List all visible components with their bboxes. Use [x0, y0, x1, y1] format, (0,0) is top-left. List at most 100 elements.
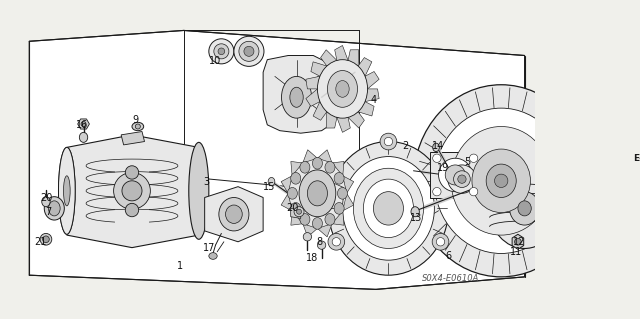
Ellipse shape	[43, 236, 49, 243]
Text: 13: 13	[410, 213, 422, 223]
Ellipse shape	[380, 133, 397, 150]
Text: 20: 20	[40, 192, 52, 203]
Text: 1: 1	[177, 261, 184, 271]
Ellipse shape	[218, 48, 225, 55]
Polygon shape	[303, 150, 317, 163]
Polygon shape	[317, 150, 332, 163]
Polygon shape	[291, 208, 301, 219]
Text: 21: 21	[34, 237, 46, 247]
Polygon shape	[263, 56, 341, 133]
Ellipse shape	[413, 85, 589, 277]
Text: 12: 12	[513, 237, 526, 247]
Ellipse shape	[328, 234, 345, 250]
Ellipse shape	[518, 201, 531, 216]
Ellipse shape	[125, 203, 139, 217]
Polygon shape	[343, 193, 354, 211]
Ellipse shape	[42, 197, 50, 207]
Ellipse shape	[364, 179, 413, 238]
Ellipse shape	[334, 173, 344, 184]
Polygon shape	[343, 176, 354, 193]
Ellipse shape	[438, 158, 472, 192]
Text: 19: 19	[436, 163, 449, 173]
Ellipse shape	[515, 238, 521, 245]
Text: 14: 14	[431, 141, 444, 151]
Text: 18: 18	[305, 253, 317, 263]
Ellipse shape	[454, 171, 470, 188]
Polygon shape	[291, 161, 303, 176]
Ellipse shape	[214, 44, 229, 59]
Polygon shape	[29, 30, 525, 289]
Ellipse shape	[268, 177, 275, 186]
Ellipse shape	[490, 168, 559, 249]
Polygon shape	[291, 211, 303, 225]
Polygon shape	[121, 131, 145, 145]
Polygon shape	[317, 224, 332, 237]
Polygon shape	[326, 112, 337, 128]
Ellipse shape	[122, 181, 142, 201]
Polygon shape	[358, 101, 374, 116]
Ellipse shape	[451, 127, 551, 235]
Ellipse shape	[472, 149, 531, 212]
Ellipse shape	[495, 174, 508, 188]
Ellipse shape	[79, 132, 88, 142]
Polygon shape	[311, 62, 327, 76]
Text: 8: 8	[317, 237, 323, 247]
Polygon shape	[281, 193, 292, 211]
Ellipse shape	[436, 238, 445, 246]
Ellipse shape	[373, 192, 403, 225]
Ellipse shape	[299, 170, 336, 217]
Polygon shape	[335, 46, 348, 60]
Ellipse shape	[58, 147, 75, 234]
Polygon shape	[337, 117, 350, 132]
Ellipse shape	[433, 154, 441, 162]
Text: E-6: E-6	[633, 154, 640, 163]
Polygon shape	[281, 176, 292, 193]
Ellipse shape	[353, 168, 424, 249]
Ellipse shape	[209, 39, 234, 64]
Ellipse shape	[433, 188, 441, 196]
Ellipse shape	[307, 181, 328, 206]
Text: 5: 5	[465, 157, 471, 167]
Ellipse shape	[244, 46, 254, 56]
Text: 9: 9	[132, 115, 138, 125]
Ellipse shape	[63, 176, 70, 206]
Text: 10: 10	[209, 56, 221, 66]
Ellipse shape	[287, 188, 298, 199]
Ellipse shape	[294, 207, 304, 217]
Polygon shape	[430, 152, 480, 198]
Ellipse shape	[81, 122, 86, 127]
Polygon shape	[348, 50, 359, 66]
Ellipse shape	[332, 238, 340, 246]
Ellipse shape	[290, 87, 303, 107]
Polygon shape	[332, 211, 344, 225]
Ellipse shape	[296, 209, 301, 214]
Ellipse shape	[291, 203, 301, 214]
Ellipse shape	[282, 76, 312, 118]
Polygon shape	[321, 50, 337, 66]
Polygon shape	[306, 89, 320, 106]
Ellipse shape	[209, 253, 217, 259]
Ellipse shape	[334, 203, 344, 214]
Polygon shape	[67, 135, 199, 248]
Polygon shape	[358, 57, 372, 76]
Ellipse shape	[125, 166, 139, 179]
Ellipse shape	[325, 213, 335, 225]
Ellipse shape	[433, 143, 440, 152]
Ellipse shape	[114, 173, 150, 209]
Ellipse shape	[317, 241, 326, 249]
Ellipse shape	[300, 161, 310, 173]
Ellipse shape	[49, 201, 60, 216]
Polygon shape	[365, 89, 379, 101]
Ellipse shape	[470, 188, 478, 196]
Ellipse shape	[336, 81, 349, 97]
Ellipse shape	[411, 207, 419, 217]
Text: 4: 4	[371, 95, 376, 105]
Ellipse shape	[58, 147, 75, 234]
Text: 3: 3	[204, 177, 209, 188]
Polygon shape	[332, 161, 344, 176]
Ellipse shape	[225, 205, 243, 223]
Ellipse shape	[132, 122, 143, 131]
Ellipse shape	[337, 188, 348, 199]
Text: 17: 17	[203, 243, 215, 253]
Text: 16: 16	[76, 120, 88, 130]
